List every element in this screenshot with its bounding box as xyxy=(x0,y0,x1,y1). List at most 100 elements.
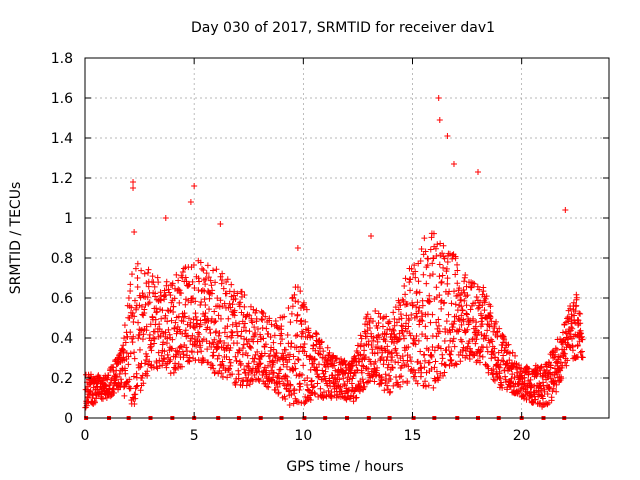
data-point xyxy=(249,377,256,384)
data-point xyxy=(450,335,457,342)
data-point xyxy=(249,319,256,326)
data-point xyxy=(537,364,544,371)
data-point xyxy=(310,383,317,390)
data-point xyxy=(571,312,578,319)
data-point xyxy=(375,320,382,327)
data-point xyxy=(512,352,519,359)
data-point xyxy=(267,352,274,359)
data-point xyxy=(301,303,308,310)
data-point xyxy=(252,351,259,358)
data-point xyxy=(364,311,371,318)
data-point xyxy=(419,318,426,325)
data-point xyxy=(208,315,215,322)
data-point xyxy=(464,292,471,299)
data-point xyxy=(502,373,509,380)
data-point xyxy=(531,382,538,389)
data-point xyxy=(231,307,238,314)
data-point xyxy=(490,350,497,357)
data-point xyxy=(185,315,192,322)
data-point xyxy=(454,267,461,274)
data-point xyxy=(292,332,299,339)
data-point xyxy=(161,356,168,363)
data-point xyxy=(145,269,152,276)
data-point xyxy=(500,352,507,359)
data-point xyxy=(136,331,143,338)
data-point xyxy=(315,373,322,380)
data-point xyxy=(436,374,443,381)
data-point xyxy=(259,317,266,324)
data-point xyxy=(390,309,397,316)
data-point xyxy=(396,373,403,380)
data-point xyxy=(436,117,443,123)
data-point xyxy=(278,323,285,330)
data-point xyxy=(216,329,223,336)
data-point xyxy=(300,344,307,351)
data-point xyxy=(213,328,220,335)
data-point xyxy=(303,352,310,359)
data-point xyxy=(431,347,438,354)
data-point xyxy=(131,401,138,408)
data-point xyxy=(192,324,199,331)
data-point xyxy=(459,307,466,314)
data-point xyxy=(396,316,403,323)
x-axis-label: GPS time / hours xyxy=(286,459,403,475)
data-point xyxy=(232,319,239,326)
data-point xyxy=(275,389,282,396)
data-point xyxy=(141,360,148,367)
data-point xyxy=(125,294,132,301)
data-point xyxy=(166,289,173,296)
data-point xyxy=(420,271,427,278)
data-point xyxy=(181,313,188,320)
data-point xyxy=(197,259,204,266)
data-point xyxy=(418,245,425,252)
data-point xyxy=(293,344,300,351)
data-point xyxy=(451,343,458,350)
data-point xyxy=(263,325,270,332)
data-point xyxy=(235,367,242,374)
data-point xyxy=(305,329,312,336)
data-point xyxy=(205,274,212,281)
data-point xyxy=(538,363,545,370)
data-point xyxy=(379,349,386,356)
data-point xyxy=(186,281,193,288)
data-point xyxy=(402,301,409,308)
data-point xyxy=(436,273,443,280)
data-point xyxy=(129,339,136,346)
data-point xyxy=(145,300,152,307)
data-point xyxy=(234,332,241,339)
data-point xyxy=(387,376,394,383)
data-point xyxy=(171,295,178,302)
data-point xyxy=(418,369,425,376)
data-point xyxy=(403,320,409,327)
data-point xyxy=(313,330,320,337)
data-point xyxy=(294,332,301,339)
data-point xyxy=(362,354,369,361)
data-point xyxy=(310,342,317,349)
data-point xyxy=(178,363,185,370)
data-point xyxy=(273,350,280,357)
data-point xyxy=(225,315,232,322)
data-point xyxy=(476,304,483,311)
data-point xyxy=(463,310,470,317)
data-point xyxy=(552,345,559,352)
data-point xyxy=(192,313,199,320)
data-point xyxy=(159,307,166,314)
data-point xyxy=(210,341,217,348)
data-point xyxy=(282,346,289,353)
data-point xyxy=(369,318,376,325)
data-point xyxy=(207,277,214,284)
data-point xyxy=(160,339,167,346)
data-point xyxy=(577,320,584,327)
data-point xyxy=(180,318,187,325)
data-point xyxy=(311,355,318,362)
data-point xyxy=(361,347,368,354)
data-point xyxy=(404,300,411,307)
data-point xyxy=(573,294,580,301)
data-point xyxy=(510,363,517,370)
data-point xyxy=(252,330,259,337)
data-point xyxy=(443,265,450,272)
data-point xyxy=(254,338,261,345)
data-point xyxy=(402,275,409,282)
data-point xyxy=(391,322,398,329)
data-point xyxy=(210,267,217,274)
